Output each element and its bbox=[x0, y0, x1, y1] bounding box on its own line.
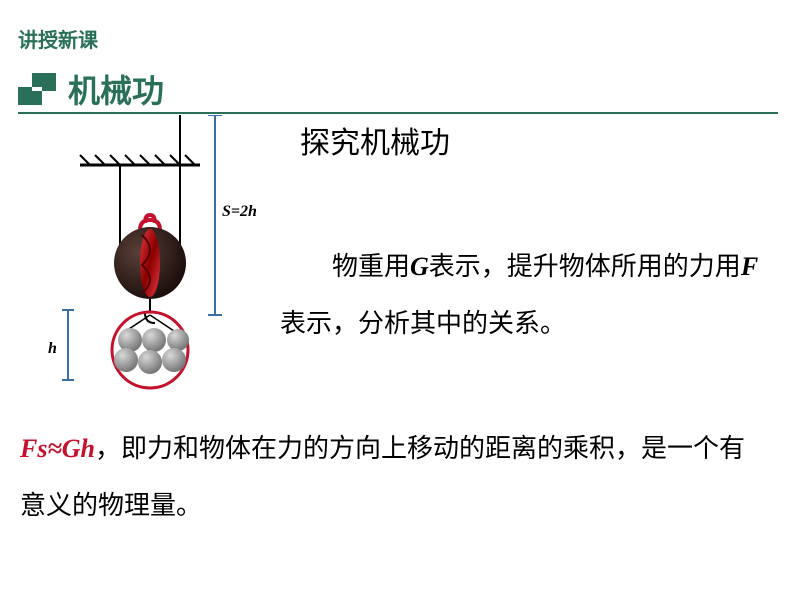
var-f: F bbox=[741, 252, 758, 281]
formula-rest: ，即力和物体在力的方向上移动的距离的乘积，是一个有意义的物理量。 bbox=[20, 434, 745, 520]
subtitle: 探究机械功 bbox=[300, 118, 450, 162]
var-g: G bbox=[410, 252, 429, 281]
section-underline bbox=[18, 101, 778, 103]
formula-paragraph: Fs≈Gh，即力和物体在力的方向上移动的距离的乘积，是一个有意义的物理量。 bbox=[20, 420, 770, 534]
header-label: 讲授新课 bbox=[18, 24, 98, 53]
formula-lhs: Fs≈Gh bbox=[20, 434, 95, 463]
body-p1: 物重用 bbox=[332, 252, 410, 281]
body-paragraph: 物重用G表示，提升物体所用的力用F 表示，分析其中的关系。 bbox=[280, 238, 770, 352]
body-p3: 表示，分析其中的关系。 bbox=[280, 309, 566, 338]
label-h: h bbox=[48, 340, 57, 358]
label-s: S=2h bbox=[222, 203, 257, 221]
body-p2: 表示，提升物体所用的力用 bbox=[429, 252, 741, 281]
pulley-diagram: S=2h h bbox=[60, 115, 260, 395]
section-title: 机械功 bbox=[68, 66, 164, 112]
section-bar: 机械功 bbox=[18, 66, 164, 112]
